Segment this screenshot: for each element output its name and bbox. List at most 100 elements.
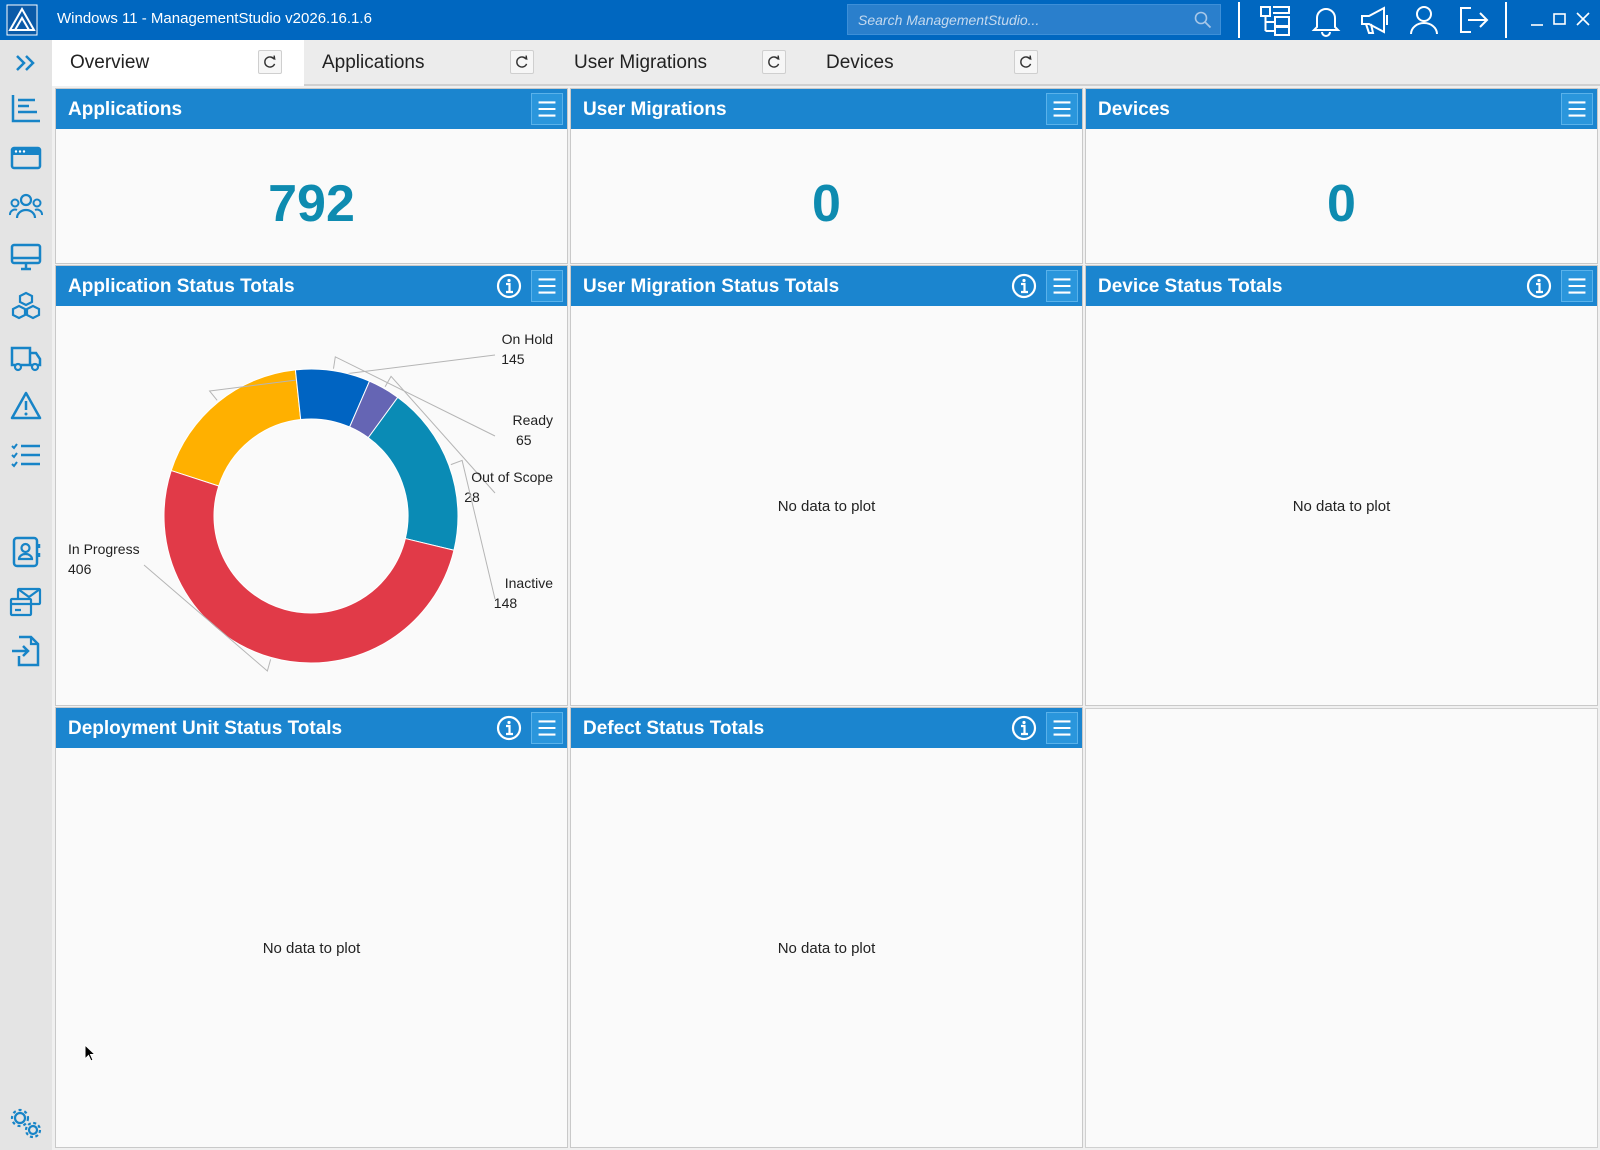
devices-icon[interactable] bbox=[9, 240, 43, 274]
deployment-icon[interactable] bbox=[9, 340, 43, 374]
panel-title: Applications bbox=[68, 99, 183, 120]
user-migration-status-panel: User Migration Status Totals No data to … bbox=[570, 265, 1083, 706]
deployment-unit-status-panel: Deployment Unit Status Totals No data to… bbox=[55, 707, 568, 1148]
tab-label: Overview bbox=[70, 52, 150, 73]
hierarchy-icon[interactable] bbox=[1258, 3, 1294, 37]
title-bar: Windows 11 - ManagementStudio v2026.16.1… bbox=[0, 0, 1600, 40]
panel-title: Devices bbox=[1098, 99, 1170, 120]
donut-slice-in-progress[interactable] bbox=[163, 469, 455, 664]
tab-devices[interactable]: Devices bbox=[808, 40, 1060, 86]
applications-icon[interactable] bbox=[9, 141, 43, 175]
slice-label-value: 28 bbox=[464, 489, 480, 505]
slice-label-category: Ready bbox=[513, 412, 553, 428]
panel-title: User Migrations bbox=[583, 99, 727, 120]
leader-line bbox=[332, 356, 496, 437]
user-migrations-count-panel: User Migrations 0 bbox=[570, 88, 1083, 264]
menu-icon[interactable] bbox=[1046, 270, 1078, 302]
expand-icon[interactable] bbox=[9, 46, 43, 80]
menu-icon[interactable] bbox=[531, 93, 563, 125]
refresh-icon[interactable] bbox=[258, 50, 282, 74]
mouse-cursor-icon bbox=[84, 1044, 97, 1062]
search-icon[interactable] bbox=[1194, 11, 1212, 29]
panel-header: User Migration Status Totals bbox=[571, 266, 1082, 306]
panel-title: Device Status Totals bbox=[1098, 276, 1283, 297]
slice-label-value: 148 bbox=[494, 595, 518, 611]
close-icon[interactable] bbox=[1572, 8, 1594, 30]
bundles-icon[interactable] bbox=[9, 290, 43, 324]
no-data-message: No data to plot bbox=[777, 940, 876, 957]
slice-label-value: 406 bbox=[68, 561, 92, 577]
menu-icon[interactable] bbox=[1561, 270, 1593, 302]
no-data-message: No data to plot bbox=[777, 498, 876, 515]
device-status-panel: Device Status Totals No data to plot bbox=[1085, 265, 1598, 706]
menu-icon[interactable] bbox=[1046, 712, 1078, 744]
leader-line bbox=[143, 564, 272, 672]
menu-icon[interactable] bbox=[1561, 93, 1593, 125]
user-migrations-count[interactable]: 0 bbox=[812, 175, 841, 233]
devices-count-panel: Devices 0 bbox=[1085, 88, 1598, 264]
info-icon[interactable] bbox=[1523, 270, 1555, 302]
panel-header: Device Status Totals bbox=[1086, 266, 1597, 306]
users-icon[interactable] bbox=[9, 190, 43, 224]
contacts-icon[interactable] bbox=[9, 535, 43, 569]
app-logo-icon bbox=[6, 4, 38, 36]
application-status-panel: Application Status Totals On Hold 145 Read… bbox=[55, 265, 568, 706]
panel-title: Defect Status Totals bbox=[583, 718, 765, 739]
leader-line bbox=[208, 354, 496, 401]
refresh-icon[interactable] bbox=[510, 50, 534, 74]
slice-label-value: 145 bbox=[501, 351, 525, 367]
defects-icon[interactable] bbox=[9, 389, 43, 423]
menu-icon[interactable] bbox=[531, 712, 563, 744]
defect-status-panel: Defect Status Totals No data to plot bbox=[570, 707, 1083, 1148]
panel-title: Deployment Unit Status Totals bbox=[68, 718, 343, 739]
logout-icon[interactable] bbox=[1456, 3, 1492, 37]
communications-icon[interactable] bbox=[9, 585, 43, 619]
slice-label-value: 65 bbox=[516, 432, 532, 448]
application-status-donut-chart: On Hold 145 Ready 65 Out of Scope 28 Inactive 1… bbox=[68, 331, 553, 672]
info-icon[interactable] bbox=[1008, 270, 1040, 302]
settings-icon[interactable] bbox=[9, 1106, 43, 1140]
panel-header: Application Status Totals bbox=[56, 266, 567, 306]
tab-overview[interactable]: Overview bbox=[52, 40, 304, 86]
no-data-message: No data to plot bbox=[1292, 498, 1391, 515]
maximize-icon[interactable] bbox=[1549, 8, 1571, 30]
devices-count[interactable]: 0 bbox=[1327, 175, 1356, 233]
megaphone-icon[interactable] bbox=[1357, 3, 1393, 37]
refresh-icon[interactable] bbox=[1014, 50, 1038, 74]
panel-header: Devices bbox=[1086, 89, 1597, 129]
refresh-icon[interactable] bbox=[762, 50, 786, 74]
tab-applications[interactable]: Applications bbox=[304, 40, 556, 86]
info-icon[interactable] bbox=[1008, 712, 1040, 744]
applications-count[interactable]: 792 bbox=[268, 175, 355, 233]
tab-label: User Migrations bbox=[574, 52, 708, 73]
panel-header: User Migrations bbox=[571, 89, 1082, 129]
slice-label-category: In Progress bbox=[68, 541, 140, 557]
info-icon[interactable] bbox=[493, 712, 525, 744]
search-placeholder: Search ManagementStudio... bbox=[858, 12, 1040, 28]
user-icon[interactable] bbox=[1406, 3, 1442, 37]
leader-line bbox=[450, 459, 496, 600]
applications-count-panel: Applications 792 bbox=[55, 88, 568, 264]
sidebar bbox=[0, 40, 52, 1150]
import-icon[interactable] bbox=[9, 634, 43, 668]
leader-line bbox=[384, 375, 496, 494]
search-input[interactable]: Search ManagementStudio... bbox=[847, 4, 1221, 35]
toolbar-separator bbox=[1238, 2, 1240, 38]
tasks-icon[interactable] bbox=[9, 438, 43, 472]
slice-label-category: Out of Scope bbox=[471, 469, 553, 485]
tab-user-migrations[interactable]: User Migrations bbox=[556, 40, 808, 86]
panel-header: Applications bbox=[56, 89, 567, 129]
slice-label-category: On Hold bbox=[502, 331, 553, 347]
minimize-icon[interactable] bbox=[1526, 8, 1548, 30]
panel-header: Deployment Unit Status Totals bbox=[56, 708, 567, 748]
bell-icon[interactable] bbox=[1308, 3, 1344, 37]
menu-icon[interactable] bbox=[531, 270, 563, 302]
window-title: Windows 11 - ManagementStudio v2026.16.1… bbox=[57, 10, 372, 27]
dashboard-icon[interactable] bbox=[9, 91, 43, 125]
no-data-message: No data to plot bbox=[262, 940, 361, 957]
panel-title: Application Status Totals bbox=[68, 276, 295, 297]
donut-slice-inactive[interactable] bbox=[367, 396, 459, 551]
tab-strip: Overview Applications User Migrations De… bbox=[52, 40, 1600, 86]
info-icon[interactable] bbox=[493, 270, 525, 302]
menu-icon[interactable] bbox=[1046, 93, 1078, 125]
